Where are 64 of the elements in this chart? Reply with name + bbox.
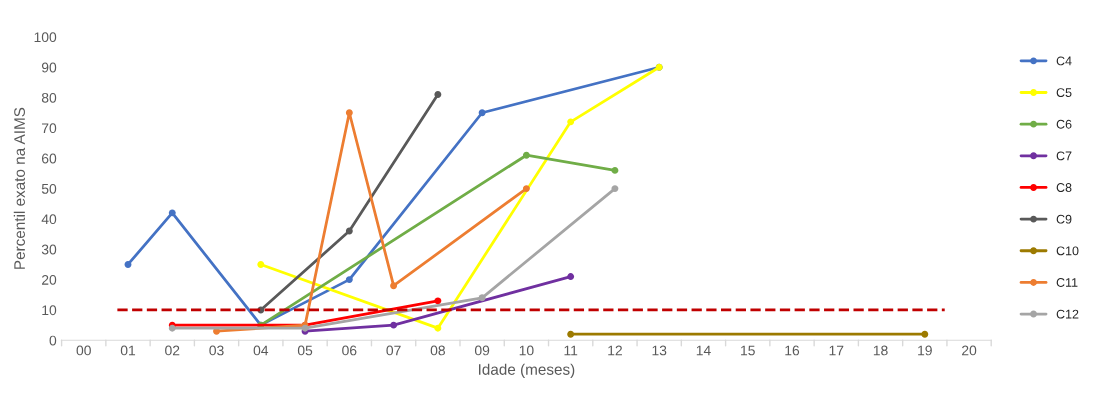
legend-label: C12 [1056, 309, 1079, 319]
point [567, 118, 575, 126]
legend-label: C6 [1056, 119, 1072, 129]
y-tick-label: 20 [41, 274, 57, 285]
x-tick-label: 20 [962, 345, 977, 356]
legend-label: C10 [1056, 246, 1079, 256]
point [522, 151, 530, 159]
y-tick-label: 100 [34, 32, 57, 43]
point [345, 109, 353, 117]
x-tick-label: 00 [76, 345, 91, 356]
y-tick-label: 40 [41, 214, 57, 225]
legend-label: C7 [1056, 151, 1072, 161]
legend-label: C4 [1056, 56, 1072, 66]
x-tick-label: 05 [297, 345, 313, 356]
x-tick-label: 04 [253, 345, 269, 356]
y-tick-label: 30 [41, 244, 57, 255]
legend-label: C5 [1056, 88, 1072, 97]
point [345, 276, 353, 284]
legend-label: C11 [1056, 278, 1078, 287]
x-tick-label: 01 [120, 345, 136, 356]
x-tick-label: 03 [209, 345, 224, 356]
point [257, 260, 265, 268]
point [390, 282, 398, 290]
x-tick-label: 19 [918, 345, 932, 356]
point [478, 109, 486, 117]
point [567, 330, 575, 338]
legend-label: C9 [1056, 214, 1072, 224]
x-tick-label: 09 [474, 345, 490, 356]
x-tick-label: 15 [741, 345, 755, 356]
y-tick-label: 0 [49, 335, 57, 346]
point [478, 294, 486, 302]
point [567, 273, 575, 281]
x-tick-label: 17 [829, 345, 844, 356]
y-tick-label: 10 [42, 305, 57, 316]
point [522, 185, 530, 193]
x-tick-label: 10 [519, 345, 534, 356]
point [124, 260, 132, 268]
point [921, 330, 929, 338]
x-tick-label: 08 [430, 345, 445, 356]
point [434, 91, 442, 99]
point [390, 321, 398, 329]
x-tick-label: 12 [608, 345, 622, 356]
point [434, 324, 442, 332]
y-tick-label: 60 [42, 153, 57, 164]
y-axis-title: Percentil exato na AIMS [13, 107, 25, 269]
x-tick-label: 02 [165, 345, 180, 356]
x-tick-label: 14 [696, 345, 711, 356]
x-axis-title: Idade (meses) [478, 363, 575, 378]
point [345, 227, 353, 235]
point [611, 185, 619, 193]
x-tick-label: 11 [564, 345, 578, 356]
legend-label: C8 [1056, 183, 1072, 192]
y-tick-label: 90 [41, 62, 57, 73]
x-tick-label: 18 [873, 345, 888, 356]
x-tick-label: 13 [652, 345, 667, 356]
x-tick-label: 07 [386, 345, 401, 356]
point [434, 297, 442, 305]
x-tick-label: 06 [342, 345, 357, 356]
y-tick-label: 80 [41, 92, 57, 103]
point [168, 209, 176, 217]
x-tick-label: 16 [785, 345, 800, 356]
y-tick-label: 70 [42, 123, 57, 134]
point [611, 166, 619, 174]
y-tick-label: 50 [41, 183, 57, 194]
